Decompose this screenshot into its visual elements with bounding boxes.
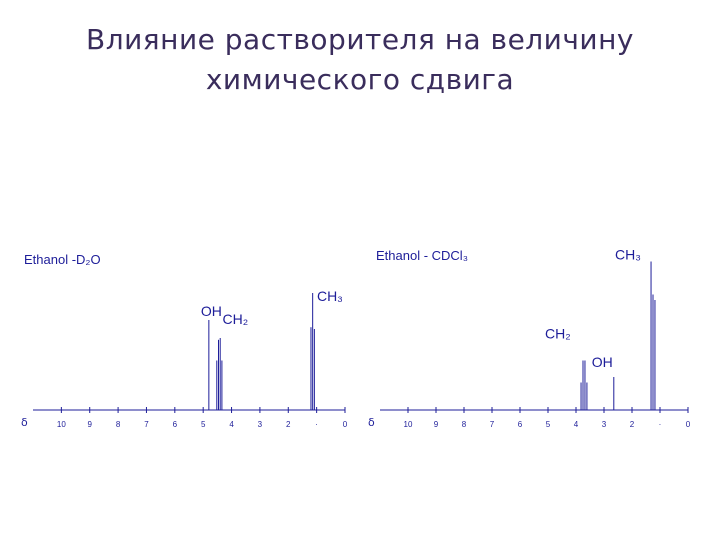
peak-label: CH₂ bbox=[222, 311, 248, 327]
tick-label: 3 bbox=[258, 420, 263, 429]
delta-symbol: δ bbox=[21, 416, 28, 429]
tick-label: 9 bbox=[88, 420, 93, 429]
peak-label: OH bbox=[592, 354, 613, 370]
tick-label: 9 bbox=[434, 420, 439, 429]
tick-label: 3 bbox=[602, 420, 607, 429]
tick-label: 4 bbox=[229, 420, 234, 429]
slide-title: Влияние растворителя на величину химичес… bbox=[86, 23, 634, 96]
tick-label: 6 bbox=[173, 420, 178, 429]
tick-label: 7 bbox=[144, 420, 149, 429]
tick-label: 5 bbox=[201, 420, 206, 429]
tick-label: 2 bbox=[286, 420, 291, 429]
tick-label: 8 bbox=[116, 420, 121, 429]
tick-label: · bbox=[659, 420, 662, 429]
tick-label: 10 bbox=[404, 420, 413, 429]
tick-label: 0 bbox=[686, 420, 691, 429]
tick-label: 6 bbox=[518, 420, 523, 429]
peak-label: CH₂ bbox=[545, 326, 571, 342]
peak-label: CH₃ bbox=[317, 288, 343, 304]
tick-label: 5 bbox=[546, 420, 551, 429]
spectrum-name: Ethanol -D₂O bbox=[24, 252, 101, 267]
tick-label: 2 bbox=[630, 420, 635, 429]
delta-symbol: δ bbox=[368, 416, 375, 429]
tick-label: 0 bbox=[343, 420, 348, 429]
tick-label: 8 bbox=[462, 420, 467, 429]
spectrum-ethanol-cdcl3: Ethanol - CDCl₃ δ 10 9 8 7 6 5 4 3 2 · 0 CH₂ OH CH₃ bbox=[368, 247, 691, 430]
tick-label: 7 bbox=[490, 420, 495, 429]
tick-label: · bbox=[315, 420, 318, 429]
peak-label: CH₃ bbox=[615, 247, 641, 263]
tick-label: 4 bbox=[574, 420, 579, 429]
spectrum-ethanol-d2o: Ethanol -D₂O δ 10 9 8 7 6 5 4 3 2 · 0 OH CH₂ CH₃ bbox=[21, 252, 348, 429]
spectrum-name: Ethanol - CDCl₃ bbox=[376, 248, 468, 263]
tick-label: 10 bbox=[57, 420, 66, 429]
peak-label: OH bbox=[201, 303, 222, 319]
